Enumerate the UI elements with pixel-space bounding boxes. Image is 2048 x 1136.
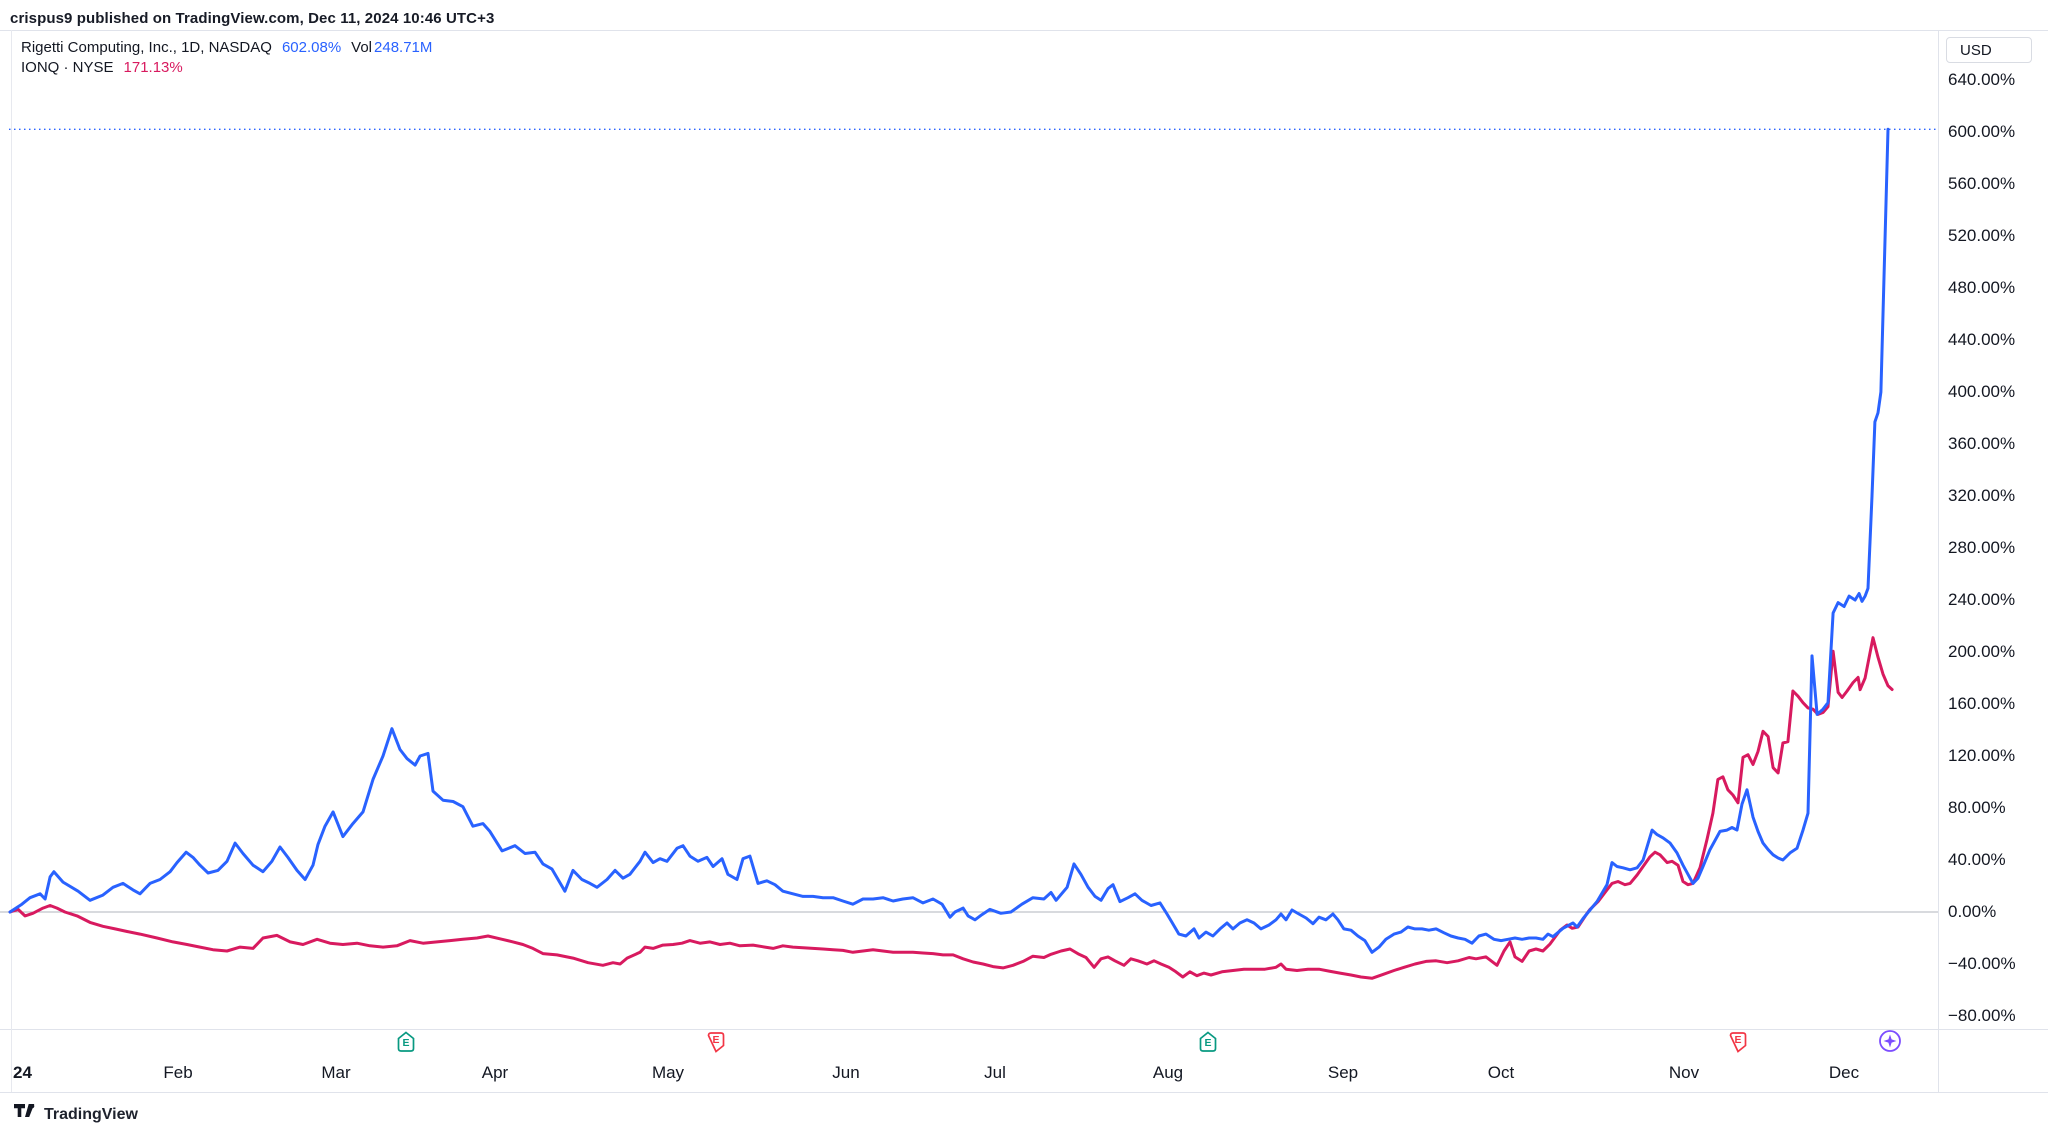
time-axis-month-label: May [651, 1063, 685, 1082]
price-axis-label: −80.00% [1948, 1006, 2016, 1025]
time-axis-month-label: Oct [1487, 1063, 1515, 1082]
price-axis-label: 240.00% [1948, 590, 2016, 609]
time-axis-month-label: Sep [1327, 1063, 1359, 1082]
main-symbol-title[interactable]: Rigetti Computing, Inc., 1D, NASDAQ [21, 39, 272, 56]
tradingview-logo-text: TradingView [44, 1106, 138, 1123]
price-axis-label: 120.00% [1948, 746, 2016, 765]
price-axis-label: 200.00% [1948, 642, 2016, 661]
year-separator-line [11, 30, 12, 1092]
price-axis-label: 0.00% [1948, 902, 1997, 921]
tradingview-logo[interactable]: TradingView [14, 1104, 138, 1126]
price-axis-label: 40.00% [1948, 850, 2006, 869]
price-axis-label: 280.00% [1948, 538, 2016, 557]
volume-label: Vol [351, 39, 373, 56]
volume-value: 248.71M [374, 39, 433, 56]
time-axis-month-label: Feb [163, 1063, 193, 1082]
legend-row-rgti[interactable]: Rigetti Computing, Inc., 1D, NASDAQ 602.0… [21, 38, 432, 58]
price-axis-label: 320.00% [1948, 486, 2016, 505]
price-axis-label: 640.00% [1948, 70, 2016, 89]
time-axis-bottom-border [0, 1092, 2048, 1093]
compare-symbol-change: 171.13% [123, 59, 183, 76]
svg-text:E: E [712, 1034, 719, 1046]
rgti-line-series[interactable] [8, 127, 1890, 954]
time-axis-year-label: 24 [13, 1063, 32, 1082]
legend-row-ionq[interactable]: IONQ · NYSE 171.13% [21, 58, 432, 78]
time-axis-month-label: Jun [832, 1063, 860, 1082]
compare-symbol-title[interactable]: IONQ · NYSE [21, 59, 114, 76]
svg-text:E: E [402, 1037, 409, 1049]
price-chart-canvas[interactable] [0, 30, 1938, 1029]
currency-toggle-button[interactable]: USD [1946, 37, 2032, 63]
panel-top-border [0, 30, 2048, 31]
main-symbol-change: 602.08% [281, 39, 342, 56]
time-axis-month-label: Mar [321, 1063, 351, 1082]
chart-legend: Rigetti Computing, Inc., 1D, NASDAQ 602.0… [21, 38, 432, 78]
price-axis-label: −40.00% [1948, 954, 2016, 973]
earnings-marker-icon[interactable]: E [395, 1031, 417, 1053]
earnings-marker-icon[interactable]: E [1727, 1031, 1749, 1053]
price-axis-label: 520.00% [1948, 226, 2016, 245]
ionq-line-series[interactable] [8, 636, 1894, 980]
earnings-marker-icon[interactable]: E [1197, 1031, 1219, 1053]
time-axis-month-label: Nov [1668, 1063, 1700, 1082]
attribution-text: crispus9 published on TradingView.com, D… [10, 10, 495, 27]
sparkle-event-marker-icon[interactable] [1878, 1029, 1902, 1053]
tradingview-logo-icon [14, 1104, 37, 1126]
price-axis-label: 560.00% [1948, 174, 2016, 193]
price-axis-label: 600.00% [1948, 122, 2016, 141]
svg-text:E: E [1204, 1037, 1211, 1049]
price-axis-label: 400.00% [1948, 382, 2016, 401]
time-axis-top-border [0, 1029, 2048, 1030]
svg-text:E: E [1734, 1034, 1741, 1046]
price-axis-label: 360.00% [1948, 434, 2016, 453]
time-axis-month-label: Apr [481, 1063, 509, 1082]
price-axis-label: 440.00% [1948, 330, 2016, 349]
earnings-marker-icon[interactable]: E [705, 1031, 727, 1053]
time-axis-month-label: Jul [984, 1063, 1006, 1082]
time-axis-month-label: Dec [1828, 1063, 1860, 1082]
time-axis-month-label: Aug [1152, 1063, 1184, 1082]
price-axis-label: 160.00% [1948, 694, 2016, 713]
price-axis-label: 480.00% [1948, 278, 2016, 297]
price-axis-label: 80.00% [1948, 798, 2006, 817]
price-axis-border [1938, 30, 1939, 1092]
